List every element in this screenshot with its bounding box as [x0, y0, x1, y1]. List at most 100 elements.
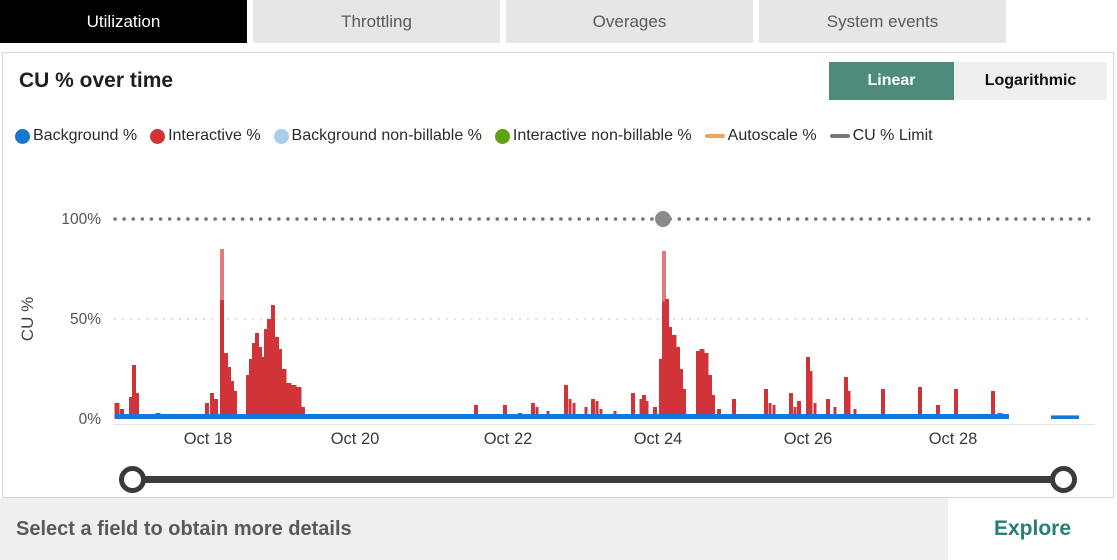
- cu-chart[interactable]: 0% 50% 100% Oct 18 Oct 20 Oct 22 Oct 24 Oct 26 O…: [3, 191, 1117, 456]
- tab-overages[interactable]: Overages: [506, 0, 753, 43]
- legend-item-interactive-non-billable[interactable]: Interactive non-billable %: [494, 127, 692, 145]
- x-tick-label: Oct 28: [929, 430, 978, 448]
- interactive-series-spike: [595, 401, 599, 419]
- range-start-handle[interactable]: [119, 466, 146, 493]
- interactive-series-spike: [806, 357, 810, 419]
- interactive-series-spike: [568, 399, 572, 419]
- interactive-series-spike: [642, 395, 646, 419]
- interactive-series-spike: [210, 393, 214, 419]
- interactive-series-spike: [679, 369, 683, 419]
- utilization-card: CU % over time Linear Logarithmic Backgr…: [2, 52, 1114, 498]
- interactive-series-spike: [936, 405, 940, 419]
- interactive-series-spike: [535, 407, 539, 419]
- tab-system-events[interactable]: System events: [759, 0, 1006, 43]
- legend-label: Interactive %: [168, 127, 261, 144]
- interactive-swatch-icon: [150, 128, 166, 144]
- interactive-series-spike: [844, 377, 848, 419]
- tab-throttling[interactable]: Throttling: [253, 0, 500, 43]
- interactive-series-spike: [584, 407, 588, 419]
- interactive-series-spike: [764, 389, 768, 419]
- interactive-series-spike: [711, 395, 715, 419]
- interactive-series-spike: [732, 399, 736, 419]
- interactive-series-spike: [659, 359, 663, 419]
- interactive-series-spike: [129, 397, 133, 419]
- legend-label: Interactive non-billable %: [512, 127, 692, 144]
- legend-label: Autoscale %: [727, 127, 817, 144]
- interactive-series-spike: [772, 405, 776, 419]
- y-tick-label: 100%: [61, 211, 101, 228]
- x-tick-label: Oct 18: [184, 430, 233, 448]
- interactive-series-spike: [682, 389, 686, 419]
- interactive-series-spike: [789, 393, 793, 419]
- interactive-series-spike: [286, 383, 292, 419]
- interactive-series-spike: [665, 299, 669, 419]
- interactive-series-spike: [255, 333, 259, 419]
- footer: Select a field to obtain more details Ex…: [0, 498, 1117, 560]
- interactive-series-spike: [768, 403, 772, 419]
- background-series-segment: [1051, 415, 1079, 419]
- interactive-series-spike: [699, 349, 705, 419]
- interactive-series-spike: [246, 375, 250, 419]
- chart-title: CU % over time: [19, 69, 174, 92]
- y-tick-label: 0%: [79, 411, 102, 428]
- time-range-slider-track[interactable]: [131, 476, 1067, 483]
- cu-limit-swatch-icon: [829, 134, 850, 138]
- interactive-series-spike: [474, 405, 478, 419]
- legend-label: Background non-billable %: [291, 127, 482, 144]
- range-end-handle[interactable]: [1050, 466, 1077, 493]
- x-tick-label: Oct 24: [634, 430, 683, 448]
- interactive-series-spike: [797, 401, 801, 419]
- interactive-series-spike: [135, 393, 139, 419]
- interactive-series-spike: [531, 403, 535, 419]
- scale-toggle: Linear Logarithmic: [829, 62, 1107, 100]
- details-hint-text: Select a field to obtain more details: [16, 518, 352, 540]
- interactive-series-spike: [224, 353, 228, 419]
- interactive-series-spike: [793, 407, 797, 419]
- interactive-series-spike: [564, 385, 568, 419]
- interactive-series-spike: [631, 393, 635, 419]
- interactive-series-spike: [278, 349, 282, 419]
- interactive-series-spike: [291, 385, 297, 419]
- linear-scale-button[interactable]: Linear: [829, 62, 954, 100]
- x-tick-label: Oct 20: [331, 430, 380, 448]
- interactive-series-spike: [503, 405, 507, 419]
- interactive-series-spike: [281, 369, 287, 419]
- interactive-series-spike: [708, 375, 712, 419]
- interactive-series-spike: [662, 251, 666, 419]
- tab-bar: Utilization Throttling Overages System even…: [0, 0, 1117, 43]
- legend-item-interactive[interactable]: Interactive %: [150, 127, 261, 145]
- interactive-series-spike: [918, 387, 922, 419]
- interactive-series-spike: [301, 407, 305, 419]
- interactive-series-spike: [826, 399, 830, 419]
- y-tick-label: 50%: [70, 311, 101, 328]
- legend-label: CU % Limit: [852, 127, 933, 144]
- legend-item-background[interactable]: Background %: [15, 127, 137, 145]
- tab-utilization[interactable]: Utilization: [0, 0, 247, 43]
- interactive-series-spike: [696, 351, 700, 419]
- legend-item-autoscale[interactable]: Autoscale %: [704, 127, 817, 145]
- x-tick-label: Oct 26: [784, 430, 833, 448]
- details-hint-bar: Select a field to obtain more details: [0, 498, 948, 560]
- interactive-series-spike: [233, 391, 237, 419]
- x-tick-label: Oct 22: [484, 430, 533, 448]
- interactive-series-spike: [275, 337, 279, 419]
- legend-item-cu-limit[interactable]: CU % Limit: [829, 127, 933, 145]
- interactive-series-spike: [264, 329, 268, 419]
- interactive-series-spike: [676, 347, 680, 419]
- spike-fade-overlay: [662, 251, 666, 302]
- logarithmic-scale-button[interactable]: Logarithmic: [954, 62, 1107, 100]
- interactive-series-spike: [267, 319, 271, 419]
- chart-legend: Background % Interactive % Background non-…: [15, 127, 933, 145]
- interactive-series-spike: [809, 371, 813, 419]
- background-swatch-icon: [15, 128, 30, 144]
- interactive-series-spike: [833, 407, 837, 419]
- interactive-series-spike: [991, 391, 995, 419]
- interactive-series-spike: [230, 381, 234, 419]
- autoscale-swatch-icon: [704, 134, 725, 138]
- explore-button[interactable]: Explore: [948, 498, 1117, 560]
- legend-item-background-non-billable[interactable]: Background non-billable %: [273, 127, 482, 145]
- y-axis-title: CU %: [18, 297, 37, 341]
- background-non-billable-swatch-icon: [273, 128, 289, 144]
- interactive-series-spike: [132, 365, 136, 419]
- interactive-series-spike: [220, 249, 224, 419]
